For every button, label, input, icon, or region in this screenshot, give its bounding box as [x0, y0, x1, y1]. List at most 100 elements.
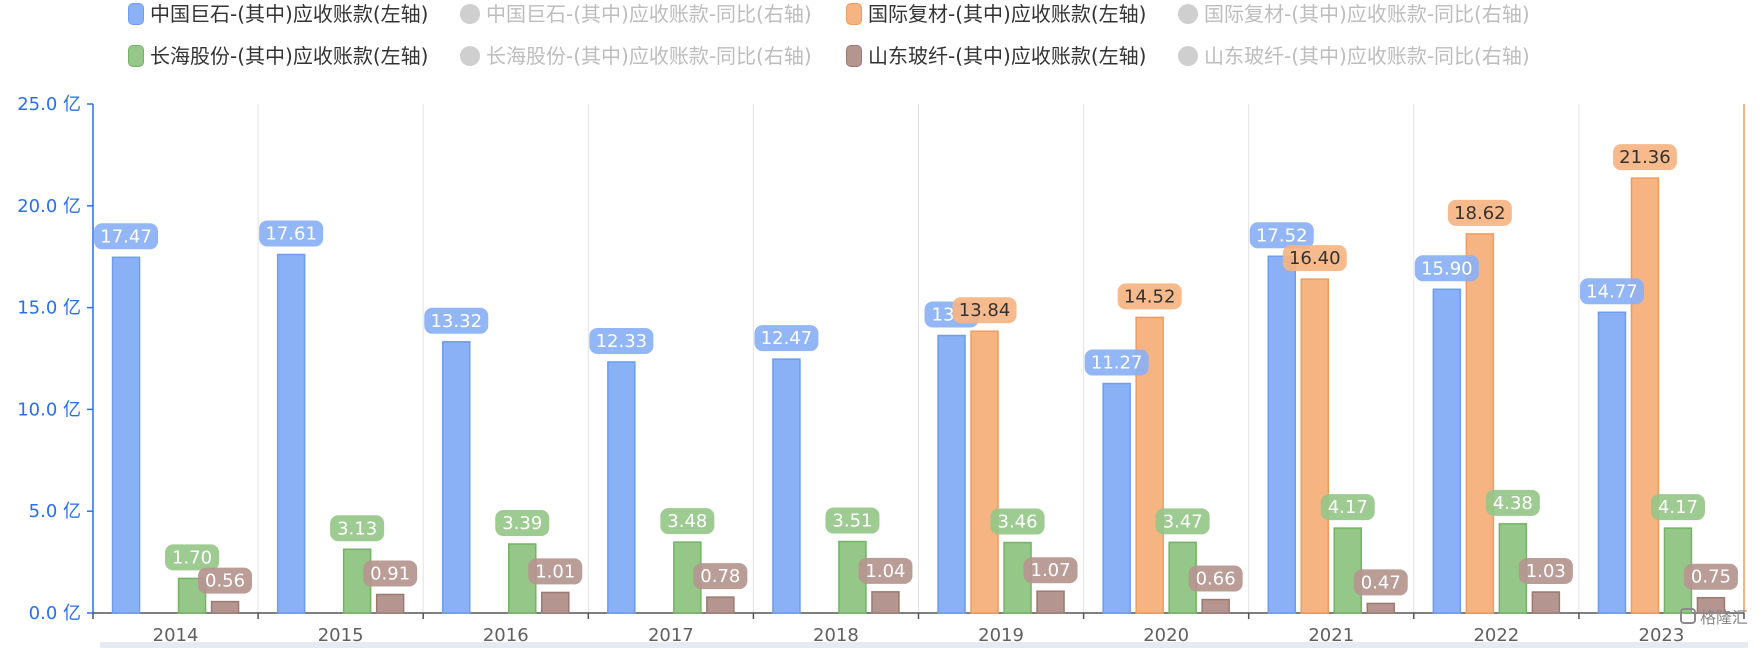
- y-tick-label: 5.0 亿: [29, 501, 81, 522]
- data-label-bg-0-8: [1414, 255, 1479, 282]
- x-tick-label: 2021: [1308, 625, 1354, 646]
- bar-3-7: [1366, 602, 1395, 614]
- data-label-2-3: 3.48: [667, 511, 707, 532]
- y-tick-label: 20.0 亿: [17, 196, 81, 217]
- legend-item-6[interactable]: 山东玻纤-(其中)应收账款(左轴): [846, 44, 1146, 68]
- legend-item-0[interactable]: 中国巨石-(其中)应收账款(左轴): [128, 2, 428, 26]
- bar-1-5: [970, 330, 999, 614]
- data-label-0-8: 15.90: [1421, 258, 1473, 279]
- bar-0-5: [937, 334, 966, 614]
- data-label-0-9: 14.77: [1586, 281, 1638, 302]
- bar-1-8: [1465, 233, 1495, 614]
- data-label-2-7: 4.17: [1328, 497, 1368, 518]
- legend-label-6: 山东玻纤-(其中)应收账款(左轴): [868, 44, 1147, 68]
- data-label-2-6: 3.47: [1163, 511, 1203, 532]
- bar-1-9: [1630, 177, 1660, 614]
- legend-label-2: 国际复材-(其中)应收账款(左轴): [868, 2, 1147, 26]
- data-label-bg-1-6: [1117, 283, 1182, 310]
- data-label-2-8: 4.38: [1493, 493, 1533, 514]
- bar-0-2: [442, 341, 471, 614]
- x-tick-label: 2017: [648, 625, 694, 646]
- data-label-bg-3-2: [528, 558, 583, 585]
- bar-3-0: [210, 600, 240, 614]
- bar-0-6: [1102, 382, 1131, 614]
- bar-3-8: [1531, 591, 1561, 614]
- data-label-3-5: 1.07: [1031, 560, 1071, 581]
- bar-0-9: [1597, 311, 1627, 614]
- legend-label-1: 中国巨石-(其中)应收账款-同比(右轴): [486, 2, 812, 26]
- data-label-bg-2-9: [1650, 494, 1705, 521]
- data-label-3-6: 0.66: [1196, 569, 1236, 590]
- data-label-0-6: 11.27: [1091, 353, 1143, 374]
- data-label-bg-0-1: [259, 220, 324, 247]
- bar-0-1: [276, 253, 306, 614]
- data-label-bg-3-4: [858, 557, 913, 584]
- x-tick-label: 2014: [153, 625, 199, 646]
- legend-swatch-0: [128, 3, 144, 25]
- legend-item-7[interactable]: 山东玻纤-(其中)应收账款-同比(右轴): [1178, 44, 1530, 68]
- data-label-0-2: 13.32: [430, 311, 482, 332]
- bar-2-7: [1333, 527, 1362, 614]
- data-label-3-4: 1.04: [865, 561, 905, 582]
- data-label-bg-0-3: [589, 327, 654, 354]
- data-label-bg-2-3: [660, 508, 715, 535]
- data-label-bg-0-6: [1084, 349, 1149, 376]
- data-label-2-9: 4.17: [1658, 497, 1698, 518]
- data-label-bg-2-0: [165, 544, 220, 571]
- legend-item-2[interactable]: 国际复材-(其中)应收账款(左轴): [846, 2, 1146, 26]
- data-label-3-3: 0.78: [700, 566, 740, 587]
- data-label-0-3: 12.33: [596, 331, 648, 352]
- data-label-3-2: 1.01: [535, 561, 575, 582]
- bar-0-8: [1432, 288, 1462, 614]
- bar-3-3: [706, 596, 735, 614]
- data-label-bg-1-5: [952, 297, 1017, 324]
- data-label-bg-2-8: [1485, 489, 1540, 516]
- legend-swatch-2: [846, 3, 862, 25]
- y-tick-label: 10.0 亿: [17, 399, 81, 420]
- x-tick-label: 2015: [318, 625, 364, 646]
- data-label-bg-0-0: [94, 223, 159, 250]
- data-label-bg-3-5: [1023, 557, 1078, 584]
- data-label-1-7: 16.40: [1289, 248, 1341, 269]
- legend-swatch-7: [1178, 46, 1198, 66]
- data-label-bg-3-3: [693, 563, 748, 590]
- data-label-3-1: 0.91: [370, 563, 410, 584]
- data-label-0-7: 17.52: [1256, 225, 1308, 246]
- data-label-2-2: 3.39: [502, 513, 542, 534]
- legend-swatch-3: [1178, 4, 1198, 24]
- legend-label-0: 中国巨石-(其中)应收账款(左轴): [150, 2, 429, 26]
- legend-item-3[interactable]: 国际复材-(其中)应收账款-同比(右轴): [1178, 2, 1530, 26]
- data-label-bg-0-9: [1579, 278, 1644, 305]
- x-tick-label: 2019: [978, 625, 1024, 646]
- data-label-3-7: 0.47: [1361, 572, 1401, 593]
- legend-item-5[interactable]: 长海股份-(其中)应收账款-同比(右轴): [460, 44, 812, 68]
- x-tick-label: 2016: [483, 625, 529, 646]
- data-label-0-4: 12.47: [761, 328, 813, 349]
- data-label-3-8: 1.03: [1526, 561, 1566, 582]
- data-label-bg-0-4: [754, 325, 819, 352]
- watermark-logo-icon: [1679, 608, 1696, 624]
- data-label-2-1: 3.13: [337, 518, 377, 539]
- bar-0-3: [607, 361, 636, 614]
- y-tick-label: 0.0 亿: [29, 603, 81, 624]
- legend-label-5: 长海股份-(其中)应收账款-同比(右轴): [486, 44, 812, 68]
- horizontal-scrollbar[interactable]: [100, 642, 1748, 648]
- legend-item-4[interactable]: 长海股份-(其中)应收账款(左轴): [128, 44, 428, 68]
- data-label-1-9: 21.36: [1619, 147, 1671, 168]
- legend-item-1[interactable]: 中国巨石-(其中)应收账款-同比(右轴): [460, 2, 812, 26]
- y-tick-label: 25.0 亿: [17, 94, 81, 115]
- bar-0-0: [111, 256, 141, 614]
- bar-1-6: [1135, 316, 1164, 614]
- data-label-bg-0-7: [1249, 222, 1314, 249]
- bar-3-5: [1036, 590, 1065, 614]
- watermark-text: 格隆汇: [1699, 608, 1748, 627]
- x-tick-label: 2023: [1639, 625, 1685, 646]
- bar-3-4: [871, 591, 900, 614]
- data-label-bg-2-2: [495, 509, 550, 536]
- bar-0-4: [772, 358, 801, 614]
- data-label-0-0: 17.47: [100, 226, 152, 247]
- y-tick-label: 15.0 亿: [17, 298, 81, 319]
- data-label-3-0: 0.56: [205, 571, 245, 592]
- bar-1-7: [1300, 278, 1329, 614]
- x-tick-label: 2022: [1473, 625, 1519, 646]
